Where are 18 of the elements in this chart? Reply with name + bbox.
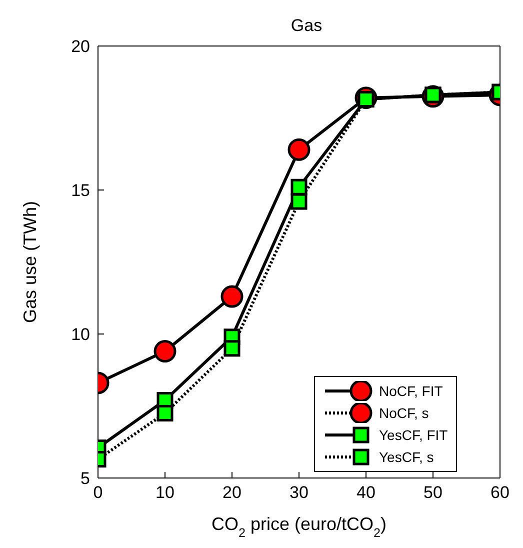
x-tick-label: 30 [290,483,308,502]
x-tick-label: 10 [156,483,174,502]
y-tick-label: 10 [71,325,90,344]
x-tick-label: 50 [424,483,442,502]
x-tick-label: 40 [356,483,376,502]
x-tick-label: 60 [490,483,510,502]
y-tick-label: 15 [71,181,90,200]
x-tick-label: 0 [93,483,103,502]
chart-title: Gas [290,16,324,36]
legend-label: YesCF, s [379,449,434,465]
legend-label: NoCF, FIT [379,383,443,399]
y-tick-label: 5 [80,469,90,488]
legend-label: NoCF, s [379,405,429,421]
y-tick-label: 20 [71,37,90,56]
x-tick-label: 20 [222,483,242,502]
y-axis-title: Gas use (TWh) [20,200,40,324]
x-axis-title: CO$_{2}$ price (euro/tCO$_{2}$) [211,514,387,540]
legend-label: YesCF, FIT [379,427,448,443]
